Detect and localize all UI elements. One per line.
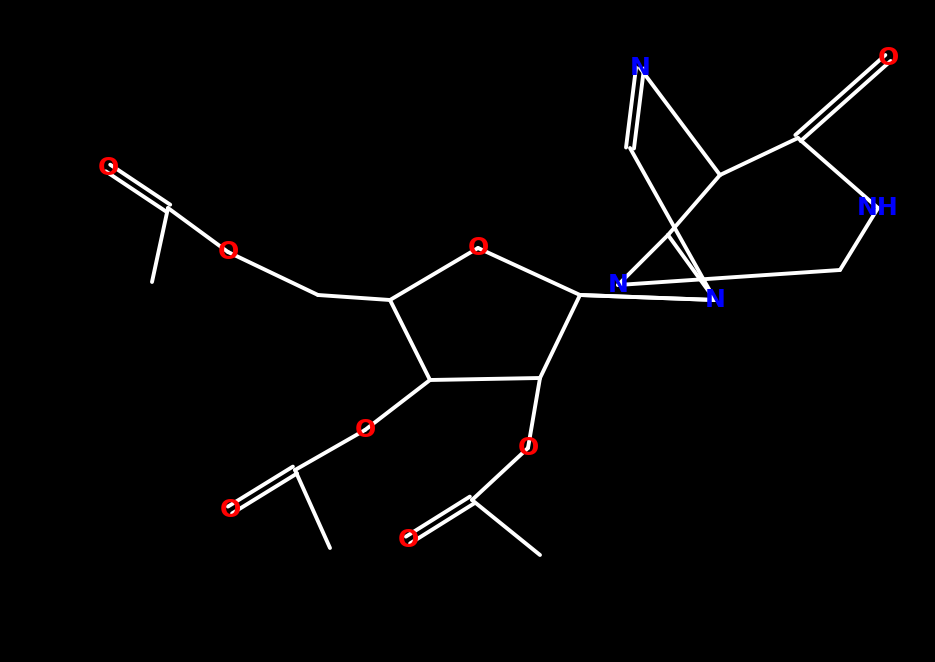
Text: O: O bbox=[468, 236, 489, 260]
Text: O: O bbox=[220, 498, 240, 522]
Text: O: O bbox=[217, 240, 238, 264]
Text: O: O bbox=[517, 436, 539, 460]
Text: N: N bbox=[608, 273, 628, 297]
Text: N: N bbox=[629, 56, 651, 80]
Text: O: O bbox=[97, 156, 119, 180]
Text: O: O bbox=[397, 528, 419, 552]
Text: O: O bbox=[354, 418, 376, 442]
Text: N: N bbox=[705, 288, 726, 312]
Text: NH: NH bbox=[857, 196, 899, 220]
Text: O: O bbox=[877, 46, 899, 70]
